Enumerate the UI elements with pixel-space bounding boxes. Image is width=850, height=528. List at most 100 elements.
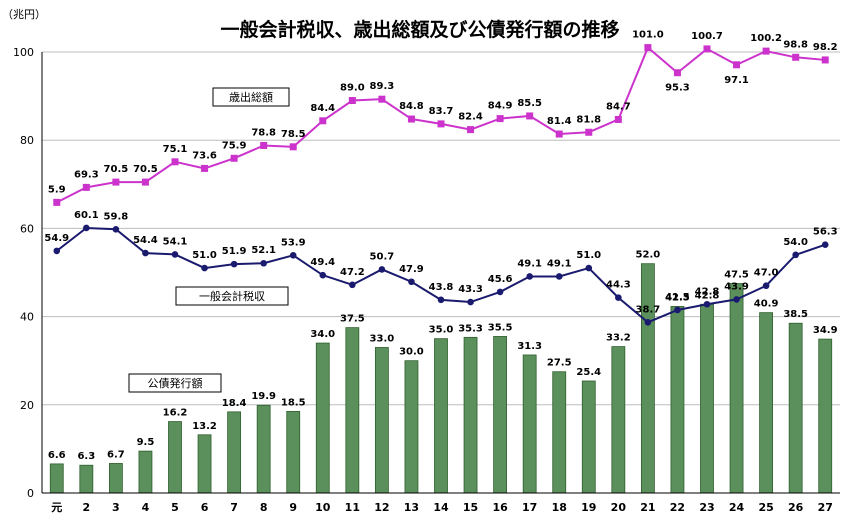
tax-data-label: 45.6	[488, 274, 513, 285]
bond-data-label: 38.5	[783, 309, 808, 320]
bond-bar	[552, 371, 567, 494]
tax-marker	[615, 294, 622, 301]
tax-data-label: 41.5	[665, 292, 690, 303]
tax-data-label: 43.3	[458, 284, 483, 295]
spending-marker	[289, 143, 297, 151]
bond-bar	[818, 338, 833, 494]
spending-data-label: 101.0	[632, 30, 664, 41]
bond-data-label: 18.5	[281, 397, 306, 408]
tax-marker	[496, 288, 504, 296]
spending-marker	[378, 95, 386, 103]
spending-marker	[585, 128, 593, 136]
spending-marker	[407, 115, 415, 123]
x-tick-label: 24	[729, 501, 745, 514]
spending-data-label: 78.5	[281, 129, 306, 140]
tax-marker	[201, 264, 208, 272]
spending-marker	[703, 45, 711, 53]
bond-data-label: 33.0	[370, 333, 395, 344]
spending-data-label: 75.1	[163, 144, 188, 155]
bond-bar	[286, 411, 301, 494]
x-tick-label: 7	[230, 501, 238, 514]
legend-tax-label: 一般会計税収	[199, 289, 265, 303]
spending-data-label: 95.3	[665, 83, 690, 94]
spending-marker	[437, 120, 445, 128]
bond-bar	[49, 463, 64, 494]
tax-data-label: 60.1	[74, 210, 99, 221]
bond-bar	[700, 303, 714, 494]
spending-marker	[348, 97, 356, 105]
bond-bar	[197, 434, 212, 494]
spending-data-label: 81.4	[547, 116, 572, 127]
spending-marker	[82, 183, 90, 191]
spending-marker	[821, 56, 829, 64]
tax-marker	[378, 266, 386, 273]
tax-data-label: 54.9	[44, 233, 69, 244]
spending-marker	[260, 141, 268, 149]
spending-marker	[141, 178, 149, 186]
bond-bar	[345, 327, 360, 494]
tax-data-label: 54.0	[783, 237, 808, 248]
tax-data-label: 53.9	[281, 237, 306, 248]
tax-marker	[821, 241, 829, 249]
x-tick-label: 2	[83, 501, 91, 514]
tax-data-label: 59.8	[104, 211, 129, 222]
spending-data-label: 82.4	[458, 112, 483, 123]
tax-data-label: 47.0	[754, 268, 779, 279]
bond-data-label: 34.9	[813, 325, 838, 336]
bond-data-label: 35.3	[458, 323, 483, 334]
tax-data-label: 47.9	[399, 264, 424, 275]
x-tick-label: 21	[640, 501, 655, 514]
x-tick-label: 15	[463, 501, 478, 514]
bond-bar	[434, 338, 448, 494]
spending-marker	[792, 53, 800, 61]
tax-marker	[644, 319, 652, 326]
tax-marker	[762, 282, 770, 290]
tax-data-label: 51.0	[192, 250, 217, 261]
bond-data-label: 19.9	[251, 391, 276, 402]
bond-bar	[463, 336, 478, 494]
spending-data-label: 98.8	[783, 39, 808, 50]
tax-data-label: 49.4	[310, 257, 335, 268]
spending-data-label: 5.9	[48, 184, 66, 195]
tax-data-label: 54.1	[163, 236, 188, 247]
tax-data-label: 52.1	[251, 245, 276, 256]
spending-marker	[762, 47, 770, 55]
tax-marker	[408, 278, 415, 286]
bond-bar	[670, 306, 685, 494]
tax-marker	[585, 264, 593, 272]
x-tick-label: 16	[492, 501, 508, 514]
bond-data-label: 35.5	[488, 322, 513, 333]
tax-data-label: 50.7	[370, 251, 395, 262]
tax-marker	[142, 249, 149, 257]
tax-marker	[289, 252, 297, 259]
bond-data-label: 6.7	[107, 449, 125, 460]
y-tick-label: 20	[20, 399, 34, 412]
x-tick-label: 9	[289, 501, 297, 514]
y-tick-label: 60	[20, 222, 34, 235]
bond-data-label: 33.2	[606, 333, 631, 344]
spending-data-label: 84.7	[606, 101, 631, 112]
legend-spending: 歳出総額	[212, 87, 290, 107]
y-tick-label: 0	[27, 487, 34, 500]
x-tick-label: 元	[51, 501, 62, 514]
bond-data-label: 52.0	[636, 250, 661, 261]
x-tick-label: 12	[374, 501, 389, 514]
x-tick-label: 19	[581, 501, 596, 514]
x-tick-label: 4	[142, 501, 150, 514]
spending-marker	[555, 130, 563, 138]
y-axis-unit: （兆円）	[2, 8, 46, 21]
bond-bar	[611, 346, 626, 494]
x-tick-label: 18	[552, 501, 567, 514]
bond-bar	[522, 354, 537, 494]
bond-bar	[374, 347, 389, 494]
tax-marker	[319, 271, 327, 279]
tax-marker	[260, 259, 267, 267]
tax-data-label: 49.1	[517, 258, 542, 269]
spending-data-label: 69.3	[74, 169, 99, 180]
tax-marker	[53, 247, 61, 255]
tax-data-label: 51.0	[576, 250, 601, 261]
spending-marker	[526, 112, 534, 120]
bond-data-label: 42.8	[695, 290, 720, 301]
